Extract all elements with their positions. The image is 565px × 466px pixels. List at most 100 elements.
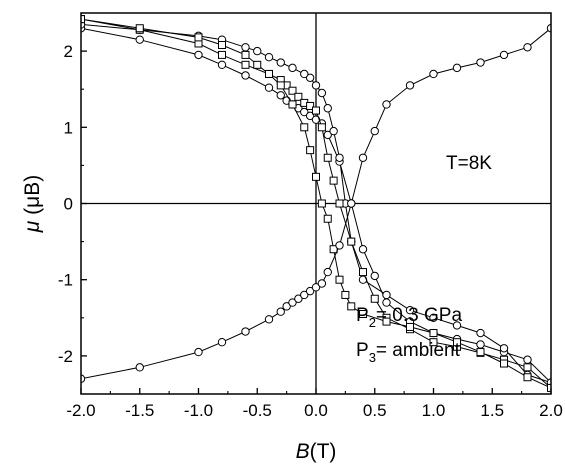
data-point-circle	[241, 327, 250, 336]
data-point-circle	[429, 313, 438, 322]
data-point-square	[370, 294, 379, 303]
data-point-square	[194, 33, 203, 42]
data-point-circle	[358, 153, 368, 162]
data-point-circle	[370, 126, 379, 136]
data-point-square	[253, 60, 262, 69]
x-tick-label: -2.0	[66, 401, 95, 420]
data-point-circle	[288, 63, 297, 73]
data-point-circle	[135, 363, 144, 372]
p3-label: P	[356, 340, 369, 361]
data-point-square	[294, 92, 303, 101]
data-point-circle	[253, 46, 262, 56]
x-axis-ticks: -2.0 -1.5 -1.0 -0.5 0.0 0.5 1.0 1.5 2.0	[66, 388, 563, 420]
data-point-circle	[329, 126, 338, 136]
data-point-square	[347, 237, 356, 246]
data-point-square	[218, 50, 226, 59]
data-point-circle	[323, 104, 332, 113]
x-tick-label: -1.0	[184, 401, 213, 420]
data-point-circle	[452, 63, 462, 73]
data-point-circle	[276, 307, 285, 316]
series-2	[81, 15, 551, 392]
y-tick-label: 0	[64, 195, 73, 214]
data-point-circle	[217, 337, 227, 347]
data-point-circle	[370, 271, 379, 281]
data-point-square	[523, 373, 532, 382]
data-point-square	[476, 348, 485, 357]
data-point-square	[329, 245, 338, 254]
data-point-square	[429, 329, 438, 338]
x-tick-label: 0.5	[363, 401, 387, 420]
data-point-circle	[276, 91, 285, 100]
y-axis-var: μ	[21, 220, 44, 233]
data-point-circle	[276, 58, 285, 67]
pressure-p2-annotation: P2= 0.3 GPa	[356, 305, 462, 330]
data-point-square	[300, 123, 309, 132]
y-tick-label: 1	[64, 118, 73, 137]
data-point-circle	[305, 73, 315, 82]
data-point-square	[359, 309, 367, 318]
y-tick-label: 2	[64, 42, 73, 61]
data-point-circle	[300, 69, 309, 79]
temperature-annotation: T=8K	[446, 153, 492, 174]
data-point-circle	[311, 81, 321, 90]
x-tick-label: 1.0	[422, 401, 446, 420]
data-point-square	[453, 338, 461, 347]
data-point-circle	[323, 130, 332, 140]
data-point-square	[306, 101, 315, 110]
data-point-square	[317, 123, 326, 132]
data-point-circle	[335, 153, 344, 162]
data-point-circle	[282, 302, 291, 311]
x-tick-label: -1.5	[125, 401, 154, 420]
data-point-square	[359, 268, 367, 277]
y-axis-unit: (μB)	[21, 175, 44, 221]
data-point-circle	[194, 50, 203, 60]
x-tick-label: -0.5	[243, 401, 272, 420]
p3-subscript: 3	[369, 350, 376, 365]
data-point-circle	[294, 294, 303, 303]
data-point-square	[218, 41, 226, 50]
data-point-circle	[194, 347, 203, 357]
data-point-square	[241, 60, 250, 69]
data-point-circle	[382, 290, 391, 300]
data-point-square	[547, 383, 551, 392]
data-point-circle	[264, 52, 274, 62]
data-point-circle	[241, 71, 250, 80]
data-point-square	[288, 86, 297, 95]
data-point-circle	[311, 283, 321, 292]
p3-value: = ambient	[376, 340, 461, 361]
data-point-circle	[317, 279, 327, 288]
data-point-square	[265, 69, 273, 78]
data-point-square	[335, 275, 344, 284]
data-point-circle	[499, 344, 509, 353]
y-axis-ticks: -2 -1 0 1 2	[58, 42, 87, 366]
x-axis-unit: (T)	[310, 440, 337, 463]
p2-label: P	[356, 305, 369, 326]
data-point-circle	[476, 328, 485, 338]
data-point-circle	[300, 107, 309, 117]
data-point-circle	[217, 60, 227, 70]
data-point-circle	[405, 305, 415, 315]
data-point-square	[429, 338, 438, 347]
data-point-circle	[305, 286, 315, 296]
x-axis-title: B(T)	[296, 440, 337, 463]
data-point-circle	[476, 58, 485, 67]
data-point-circle	[335, 241, 344, 250]
x-axis-var: B	[296, 440, 310, 463]
data-point-circle	[241, 43, 250, 52]
data-point-square	[312, 106, 320, 115]
x-tick-label: 1.5	[480, 401, 504, 420]
y-axis-title: μ (μB)	[21, 175, 44, 233]
data-point-square	[523, 363, 532, 372]
series-3	[81, 24, 551, 383]
data-point-square	[335, 199, 344, 208]
y-tick-label: -1	[58, 271, 73, 290]
data-point-square	[81, 15, 85, 24]
p2-value: = 0.3 GPa	[376, 305, 463, 326]
data-point-square	[323, 153, 332, 162]
data-point-circle	[452, 321, 462, 330]
data-point-circle	[347, 199, 356, 208]
pressure-p3-annotation: P3= ambient	[356, 340, 461, 365]
data-point-circle	[358, 245, 368, 254]
data-point-square	[382, 317, 391, 326]
